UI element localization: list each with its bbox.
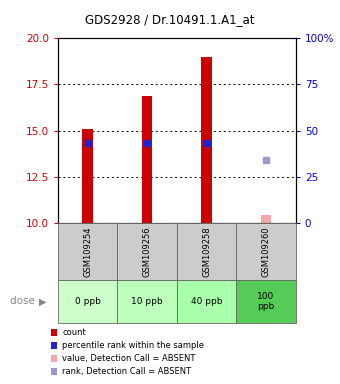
Text: GSM109256: GSM109256 <box>142 226 152 277</box>
Bar <box>236 223 296 280</box>
Bar <box>117 280 177 323</box>
Bar <box>177 223 236 280</box>
Bar <box>201 57 212 223</box>
Bar <box>58 280 117 323</box>
Text: dose: dose <box>10 296 38 306</box>
Bar <box>236 280 296 323</box>
Bar <box>58 223 117 280</box>
Bar <box>142 96 152 223</box>
Text: GSM109260: GSM109260 <box>261 226 271 277</box>
Bar <box>177 280 236 323</box>
Text: 0 ppb: 0 ppb <box>74 297 101 306</box>
Text: GDS2928 / Dr.10491.1.A1_at: GDS2928 / Dr.10491.1.A1_at <box>85 13 255 26</box>
Text: 100
ppb: 100 ppb <box>257 292 275 311</box>
Text: GSM109254: GSM109254 <box>83 226 92 277</box>
Bar <box>261 215 271 223</box>
Bar <box>117 223 177 280</box>
Text: count: count <box>62 328 86 337</box>
Text: 10 ppb: 10 ppb <box>131 297 163 306</box>
Text: percentile rank within the sample: percentile rank within the sample <box>62 341 204 350</box>
Text: 40 ppb: 40 ppb <box>191 297 222 306</box>
Text: ▶: ▶ <box>39 296 47 306</box>
Bar <box>82 129 93 223</box>
Text: GSM109258: GSM109258 <box>202 226 211 277</box>
Text: rank, Detection Call = ABSENT: rank, Detection Call = ABSENT <box>62 367 191 376</box>
Text: value, Detection Call = ABSENT: value, Detection Call = ABSENT <box>62 354 195 363</box>
